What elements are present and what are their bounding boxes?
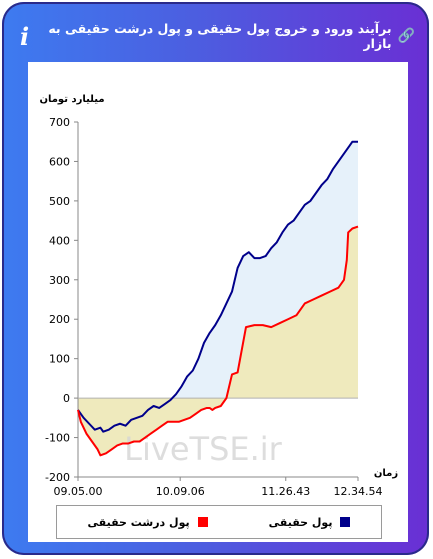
y-tick-label: 600 — [49, 155, 70, 168]
chart-legend: پول حقیقی پول درشت حقیقی — [56, 505, 382, 539]
legend-label-real-money: پول حقیقی — [268, 515, 333, 529]
legend-swatch-big-real-money — [197, 517, 208, 527]
y-axis-title: میلیارد تومان — [39, 94, 104, 105]
legend-label-big-real-money: پول درشت حقیقی — [87, 515, 190, 529]
series-line-1 — [77, 225, 359, 457]
x-axis-title: زمان — [374, 468, 398, 479]
widget-header: 🔗 برآیند ورود و خروج پول حقیقی و پول درش… — [16, 16, 415, 56]
y-tick-label: 400 — [49, 234, 70, 247]
y-tick-label: 500 — [49, 195, 70, 208]
y-tick-label: -200 — [45, 471, 70, 484]
legend-item-big-real-money[interactable]: پول درشت حقیقی — [88, 516, 208, 529]
series-line-0 — [77, 140, 358, 433]
y-tick-label: 100 — [49, 353, 70, 366]
x-tick-label: 10.09.06 — [156, 485, 205, 498]
legend-swatch-real-money — [340, 517, 351, 527]
y-tick-label: 300 — [49, 274, 70, 287]
y-tick-label: 0 — [63, 392, 70, 405]
info-icon[interactable]: i — [20, 22, 30, 51]
y-tick-label: 200 — [49, 313, 70, 326]
x-tick-label: 11.26.43 — [261, 485, 310, 498]
x-tick-label: 09.05.00 — [54, 485, 103, 498]
x-tick-label: 12.34.54 — [334, 485, 383, 498]
chart-svg: -200 -100 0 100 200 300 400 500 600 700 09.05.00 10… — [39, 94, 398, 498]
widget-frame: 🔗 برآیند ورود و خروج پول حقیقی و پول درش… — [2, 2, 429, 555]
widget-title: برآیند ورود و خروج پول حقیقی و پول درشت … — [48, 21, 392, 51]
legend-item-real-money[interactable]: پول حقیقی — [269, 516, 351, 529]
y-tick-label: -100 — [45, 432, 70, 445]
watermark: LiveTSE.ir — [124, 430, 282, 468]
chart-panel: -200 -100 0 100 200 300 400 500 600 700 09.05.00 10… — [28, 62, 408, 542]
y-tick-label: 700 — [49, 116, 70, 129]
link-icon[interactable]: 🔗 — [397, 28, 415, 44]
